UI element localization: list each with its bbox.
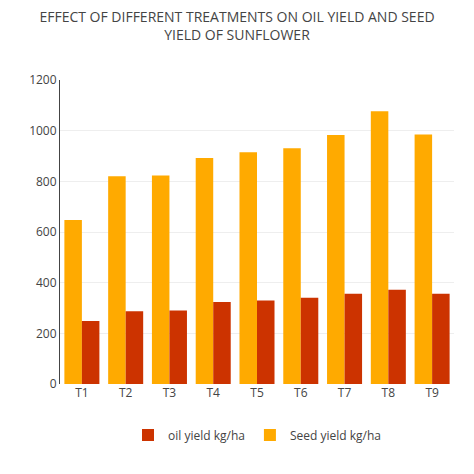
svg-text:200: 200 — [36, 325, 57, 342]
svg-text:oil yield kg/ha: oil yield kg/ha — [168, 427, 245, 444]
svg-text:EFFECT OF DIFFERENT TREATMENTS: EFFECT OF DIFFERENT TREATMENTS ON OIL YI… — [39, 7, 434, 44]
svg-text:800: 800 — [36, 173, 57, 190]
svg-text:600: 600 — [36, 223, 57, 240]
svg-text:T3: T3 — [163, 384, 177, 401]
svg-text:T4: T4 — [206, 384, 220, 401]
svg-text:T8: T8 — [382, 384, 396, 401]
svg-text:T2: T2 — [119, 384, 133, 401]
svg-text:1200: 1200 — [29, 71, 57, 88]
svg-text:T5: T5 — [250, 384, 264, 401]
svg-text:Seed yield kg/ha: Seed yield kg/ha — [290, 427, 381, 444]
svg-text:T9: T9 — [425, 384, 439, 401]
svg-text:T6: T6 — [294, 384, 308, 401]
svg-text:1000: 1000 — [29, 122, 57, 139]
svg-text:T7: T7 — [338, 384, 352, 401]
svg-text:0: 0 — [50, 375, 57, 392]
svg-text:T1: T1 — [75, 384, 88, 401]
svg-text:400: 400 — [36, 274, 57, 291]
